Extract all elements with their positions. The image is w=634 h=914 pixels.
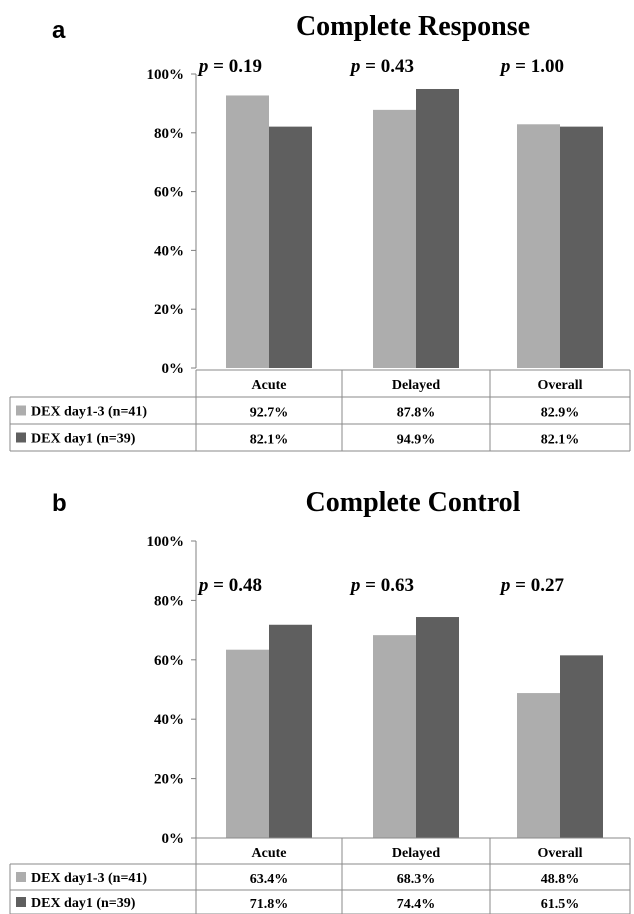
y-tick-label-b-1: 20% bbox=[154, 772, 184, 788]
bar-a-delayed-series2 bbox=[416, 88, 459, 368]
legend-swatch-a-series1 bbox=[16, 405, 26, 416]
bar-a-overall-series1 bbox=[517, 124, 560, 368]
p-value-number: = 0.19 bbox=[208, 56, 262, 77]
y-tick-label-a-2: 40% bbox=[154, 243, 184, 259]
p-value-a-overall: p = 1.00 bbox=[499, 56, 564, 77]
p-value-b-acute: p = 0.48 bbox=[197, 575, 262, 596]
panel-letter-b: b bbox=[52, 490, 67, 517]
chart-title-a: Complete Response bbox=[296, 11, 530, 42]
panel-letter-a: a bbox=[52, 17, 66, 44]
p-value-b-delayed: p = 0.63 bbox=[349, 575, 414, 596]
p-value-number: = 0.48 bbox=[208, 575, 262, 596]
y-tick-label-b-3: 60% bbox=[154, 653, 184, 669]
p-value-number: = 0.43 bbox=[360, 56, 414, 77]
p-value-a-delayed: p = 0.43 bbox=[349, 56, 414, 77]
bar-b-acute-series2 bbox=[269, 624, 312, 838]
legend-swatch-b-series2 bbox=[16, 897, 26, 907]
p-value-symbol: p bbox=[197, 56, 209, 77]
bar-b-delayed-series2 bbox=[416, 617, 459, 838]
y-tick-label-a-4: 80% bbox=[154, 126, 184, 142]
p-value-b-overall: p = 0.27 bbox=[499, 575, 565, 596]
data-label-b-series2-acute: 71.8% bbox=[250, 897, 289, 912]
category-label-a-acute: Acute bbox=[252, 378, 287, 393]
bar-a-acute-series2 bbox=[269, 126, 312, 368]
p-value-symbol: p bbox=[499, 575, 511, 596]
y-tick-label-a-5: 100% bbox=[147, 67, 185, 83]
y-tick-label-b-2: 40% bbox=[154, 712, 184, 728]
y-tick-label-b-0: 0% bbox=[162, 831, 185, 847]
p-value-number: = 0.63 bbox=[360, 575, 414, 596]
legend-label-b-series2: DEX day1 (n=39) bbox=[31, 896, 136, 911]
bar-a-delayed-series1 bbox=[373, 109, 416, 369]
data-label-a-series2-overall: 82.1% bbox=[541, 433, 580, 448]
p-value-symbol: p bbox=[349, 56, 361, 77]
y-tick-label-a-1: 20% bbox=[154, 302, 184, 318]
p-value-a-acute: p = 0.19 bbox=[197, 56, 262, 77]
bar-b-delayed-series1 bbox=[373, 635, 416, 838]
data-label-b-series1-overall: 48.8% bbox=[541, 872, 580, 887]
category-label-b-overall: Overall bbox=[537, 846, 582, 861]
y-tick-label-b-5: 100% bbox=[147, 534, 185, 550]
p-value-symbol: p bbox=[349, 575, 361, 596]
data-label-b-series2-delayed: 74.4% bbox=[397, 897, 436, 912]
data-label-a-series2-acute: 82.1% bbox=[250, 433, 289, 448]
p-value-symbol: p bbox=[499, 56, 511, 77]
data-label-a-series1-overall: 82.9% bbox=[541, 406, 580, 421]
data-label-b-series1-delayed: 68.3% bbox=[397, 872, 436, 887]
legend-swatch-b-series1 bbox=[16, 872, 26, 882]
chart-title-b: Complete Control bbox=[306, 487, 521, 518]
legend-label-b-series1: DEX day1-3 (n=41) bbox=[31, 871, 147, 886]
category-label-b-delayed: Delayed bbox=[392, 846, 440, 861]
legend-label-a-series1: DEX day1-3 (n=41) bbox=[31, 405, 147, 420]
bar-a-overall-series2 bbox=[560, 126, 603, 368]
category-label-a-overall: Overall bbox=[537, 378, 582, 393]
data-label-b-series2-overall: 61.5% bbox=[541, 897, 580, 912]
bar-a-acute-series1 bbox=[226, 95, 269, 368]
y-tick-label-b-4: 80% bbox=[154, 593, 184, 609]
data-label-a-series2-delayed: 94.9% bbox=[397, 433, 436, 448]
data-label-a-series1-acute: 92.7% bbox=[250, 406, 289, 421]
y-tick-label-a-3: 60% bbox=[154, 185, 184, 201]
p-value-number: = 1.00 bbox=[510, 56, 564, 77]
legend-label-a-series2: DEX day1 (n=39) bbox=[31, 432, 136, 447]
bar-b-acute-series1 bbox=[226, 649, 269, 838]
category-label-b-acute: Acute bbox=[252, 846, 287, 861]
p-value-symbol: p bbox=[197, 575, 209, 596]
legend-swatch-a-series2 bbox=[16, 432, 26, 443]
data-label-a-series1-delayed: 87.8% bbox=[397, 406, 436, 421]
p-value-number: = 0.27 bbox=[510, 575, 564, 596]
bar-b-overall-series1 bbox=[517, 693, 560, 838]
category-label-a-delayed: Delayed bbox=[392, 378, 440, 393]
bar-b-overall-series2 bbox=[560, 655, 603, 838]
data-label-b-series1-acute: 63.4% bbox=[250, 872, 289, 887]
y-tick-label-a-0: 0% bbox=[162, 361, 185, 377]
